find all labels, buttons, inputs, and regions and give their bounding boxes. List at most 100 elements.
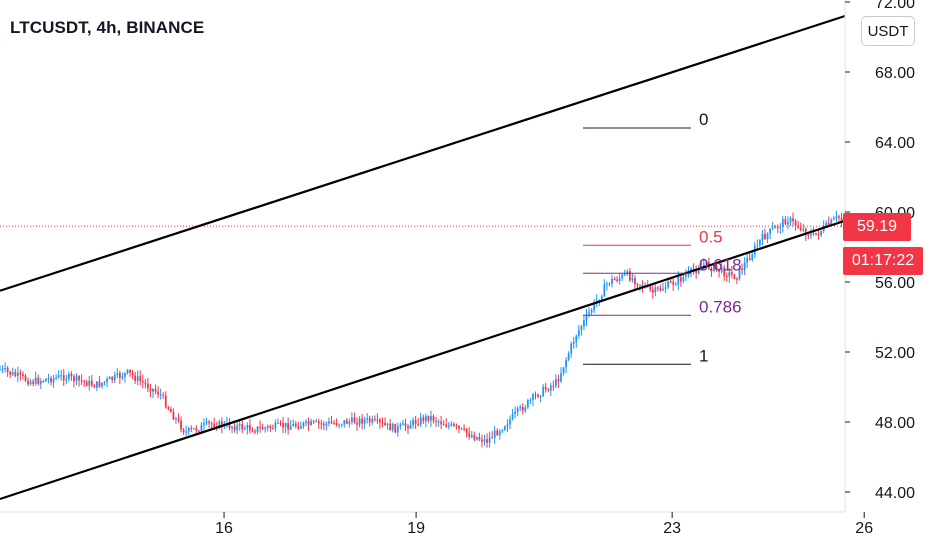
- candle-body[interactable]: [358, 418, 361, 425]
- candle-body[interactable]: [277, 422, 279, 424]
- candle-body[interactable]: [575, 335, 578, 343]
- candle-body[interactable]: [810, 234, 812, 236]
- candle-body[interactable]: [526, 399, 529, 408]
- candle-body[interactable]: [39, 381, 42, 384]
- candle-body[interactable]: [519, 406, 522, 409]
- candle-body[interactable]: [544, 387, 547, 390]
- candle-body[interactable]: [521, 406, 524, 411]
- candle-body[interactable]: [799, 227, 802, 231]
- candle-body[interactable]: [389, 423, 392, 431]
- candle-body[interactable]: [440, 421, 443, 425]
- candle-body[interactable]: [450, 423, 453, 426]
- candle-body[interactable]: [475, 437, 478, 440]
- candle-body[interactable]: [787, 222, 789, 225]
- candle-body[interactable]: [172, 411, 175, 420]
- candle-body[interactable]: [246, 425, 249, 429]
- candle-body[interactable]: [524, 407, 527, 411]
- candle-body[interactable]: [804, 228, 807, 235]
- candle-body[interactable]: [88, 380, 91, 386]
- candle-body[interactable]: [343, 420, 346, 425]
- candle-body[interactable]: [690, 268, 692, 272]
- candle-body[interactable]: [55, 377, 57, 379]
- candle-body[interactable]: [710, 268, 713, 271]
- candle-body[interactable]: [835, 216, 838, 219]
- candle-body[interactable]: [532, 394, 534, 400]
- candle-body[interactable]: [213, 423, 216, 428]
- candle-body[interactable]: [422, 417, 425, 422]
- candle-body[interactable]: [552, 385, 555, 387]
- candle-body[interactable]: [654, 287, 657, 293]
- candle-body[interactable]: [590, 310, 593, 313]
- candle-body[interactable]: [24, 375, 27, 381]
- candle-body[interactable]: [274, 422, 277, 429]
- candle-body[interactable]: [37, 377, 40, 384]
- candle-body[interactable]: [353, 417, 356, 423]
- candle-body[interactable]: [9, 371, 12, 375]
- candle-body[interactable]: [802, 228, 805, 231]
- candle-body[interactable]: [603, 284, 606, 297]
- candle-body[interactable]: [794, 220, 797, 226]
- candle-body[interactable]: [404, 423, 407, 427]
- candle-body[interactable]: [32, 381, 35, 384]
- candle-body[interactable]: [249, 425, 251, 431]
- candle-body[interactable]: [529, 399, 532, 401]
- candle-body[interactable]: [192, 428, 195, 430]
- candle-body[interactable]: [47, 378, 50, 380]
- candle-body[interactable]: [473, 435, 476, 440]
- candle-body[interactable]: [776, 226, 779, 228]
- candle-body[interactable]: [634, 278, 636, 285]
- candle-body[interactable]: [555, 379, 557, 387]
- candle-body[interactable]: [106, 378, 108, 382]
- candle-body[interactable]: [236, 425, 239, 431]
- candle-body[interactable]: [386, 423, 389, 425]
- candle-body[interactable]: [233, 426, 236, 431]
- candle-body[interactable]: [141, 381, 144, 383]
- candle-body[interactable]: [840, 217, 843, 223]
- candle-body[interactable]: [52, 378, 55, 383]
- candle-body[interactable]: [664, 287, 667, 289]
- candle-body[interactable]: [455, 425, 458, 427]
- candle-body[interactable]: [182, 429, 185, 433]
- candle-body[interactable]: [147, 383, 149, 389]
- candle-body[interactable]: [210, 423, 213, 425]
- candle-body[interactable]: [83, 380, 86, 382]
- candle-body[interactable]: [159, 394, 162, 396]
- candle-body[interactable]: [368, 418, 371, 423]
- candle-body[interactable]: [205, 421, 208, 424]
- candle-body[interactable]: [16, 372, 19, 376]
- candle-body[interactable]: [491, 437, 494, 439]
- candle-body[interactable]: [134, 375, 137, 381]
- candle-body[interactable]: [271, 427, 274, 429]
- candle-body[interactable]: [338, 424, 341, 426]
- candle-body[interactable]: [672, 282, 675, 285]
- candle-body[interactable]: [80, 380, 83, 382]
- candle-body[interactable]: [792, 218, 794, 221]
- candle-body[interactable]: [289, 425, 292, 430]
- candle-body[interactable]: [73, 376, 75, 382]
- candle-body[interactable]: [162, 394, 165, 396]
- candle-body[interactable]: [312, 421, 315, 423]
- price-axis-panel[interactable]: [845, 0, 932, 550]
- candle-body[interactable]: [391, 423, 394, 431]
- candle-body[interactable]: [649, 285, 652, 290]
- candle-body[interactable]: [764, 233, 766, 240]
- candle-body[interactable]: [187, 428, 190, 432]
- candle-body[interactable]: [432, 416, 435, 421]
- candle-body[interactable]: [4, 368, 6, 370]
- candle-body[interactable]: [126, 369, 129, 374]
- candle-body[interactable]: [723, 267, 726, 276]
- candle-body[interactable]: [305, 421, 307, 423]
- candle-body[interactable]: [713, 264, 715, 271]
- candle-body[interactable]: [417, 423, 420, 425]
- candle-body[interactable]: [419, 417, 422, 425]
- candle-body[interactable]: [220, 421, 223, 427]
- candle-body[interactable]: [659, 288, 662, 291]
- candle-body[interactable]: [766, 233, 769, 240]
- candle-body[interactable]: [682, 276, 685, 282]
- candle-body[interactable]: [651, 289, 654, 293]
- candle-body[interactable]: [667, 281, 669, 288]
- candle-body[interactable]: [725, 275, 728, 277]
- candle-body[interactable]: [572, 342, 575, 344]
- candle-body[interactable]: [789, 218, 792, 223]
- candle-body[interactable]: [695, 270, 698, 273]
